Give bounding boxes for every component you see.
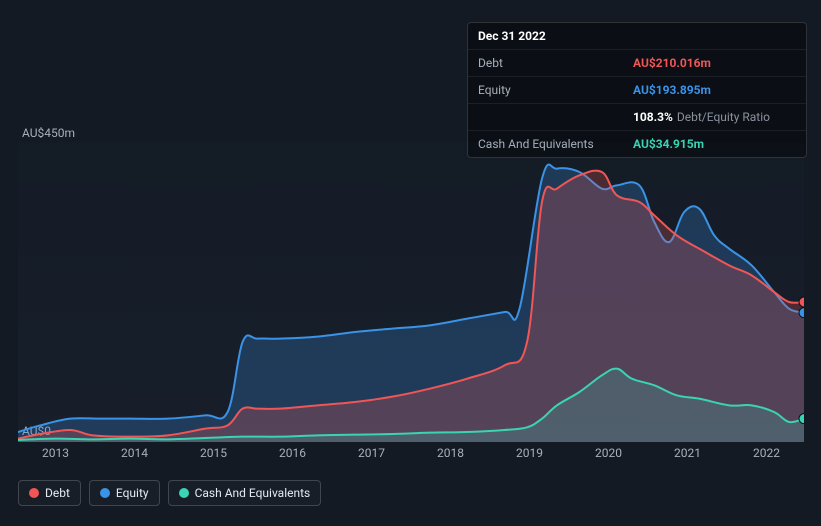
tooltip-row-suffix: Debt/Equity Ratio xyxy=(677,110,770,124)
legend-swatch xyxy=(100,488,110,498)
legend-item[interactable]: Cash And Equivalents xyxy=(168,480,322,506)
tooltip-date: Dec 31 2022 xyxy=(478,29,546,43)
legend-swatch xyxy=(29,488,39,498)
legend-item[interactable]: Equity xyxy=(89,480,160,506)
tooltip-row: EquityAU$193.895m xyxy=(468,77,806,104)
legend-label: Debt xyxy=(45,486,70,500)
legend: Debt Equity Cash And Equivalents xyxy=(18,480,321,506)
x-tick-label: 2022 xyxy=(753,446,780,466)
x-tick-label: 2015 xyxy=(200,446,227,466)
x-tick-label: 2018 xyxy=(437,446,464,466)
tooltip-row: 108.3% Debt/Equity Ratio xyxy=(468,104,806,131)
x-tick-label: 2013 xyxy=(42,446,69,466)
x-tick-label: 2016 xyxy=(279,446,306,466)
x-axis: 2013 2014 2015 2016 2017 2018 2019 2020 2021 2022 xyxy=(18,446,804,466)
hover-tooltip: Dec 31 2022 DebtAU$210.016mEquityAU$193.… xyxy=(467,22,807,158)
legend-item[interactable]: Debt xyxy=(18,480,81,506)
x-tick-label: 2019 xyxy=(516,446,543,466)
tooltip-date-row: Dec 31 2022 xyxy=(468,23,806,50)
x-tick-label: 2021 xyxy=(674,446,701,466)
y-axis-label-top: AU$450m xyxy=(22,126,75,140)
tooltip-row: DebtAU$210.016m xyxy=(468,50,806,77)
tooltip-row-label xyxy=(478,110,633,124)
chart-plot-area[interactable] xyxy=(18,142,804,442)
tooltip-row-label: Debt xyxy=(478,56,633,70)
legend-swatch xyxy=(179,488,189,498)
tooltip-row-value: AU$210.016m xyxy=(633,56,711,70)
x-tick-label: 2020 xyxy=(595,446,622,466)
x-tick-label: 2017 xyxy=(358,446,385,466)
tooltip-row-label: Equity xyxy=(478,83,633,97)
x-tick-label: 2014 xyxy=(121,446,148,466)
tooltip-row-value: 108.3% xyxy=(633,110,673,124)
legend-label: Cash And Equivalents xyxy=(195,486,311,500)
legend-label: Equity xyxy=(116,486,149,500)
tooltip-row-value: AU$193.895m xyxy=(633,83,711,97)
